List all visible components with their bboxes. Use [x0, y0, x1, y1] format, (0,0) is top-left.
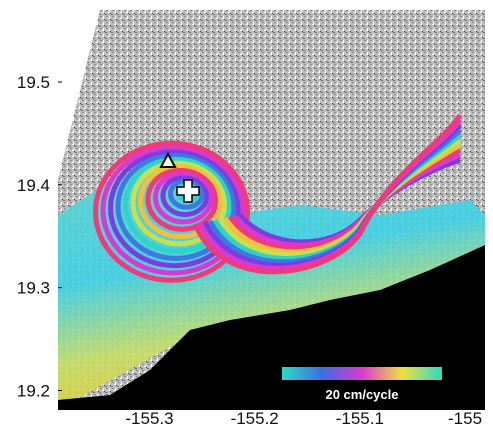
x-tick-label: -155 [448, 409, 482, 428]
x-tick-label: -155.2 [231, 409, 279, 428]
y-tick-label: 19.3 [17, 279, 50, 298]
y-tick-label: 19.5 [17, 73, 50, 92]
y-tick-label: 19.2 [17, 381, 50, 400]
colorbar-label: 20 cm/cycle [325, 387, 398, 402]
x-tick-label: -155.3 [125, 409, 173, 428]
y-tick-label: 19.4 [17, 176, 50, 195]
x-tick-label: -155.1 [336, 409, 384, 428]
colorbar [282, 367, 442, 380]
map-figure: 20 cm/cycle -155.3 -155.2 -155.1 -155 19.5 19… [0, 0, 493, 429]
interferogram [58, 10, 485, 410]
